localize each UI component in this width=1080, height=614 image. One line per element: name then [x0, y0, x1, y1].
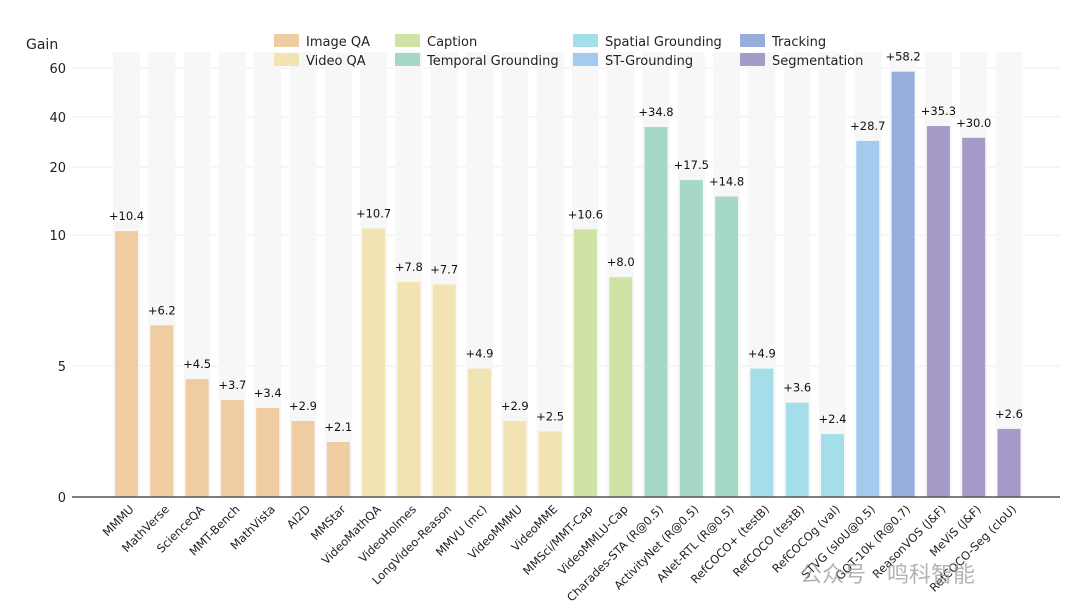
x-tick-label-ai2d: AI2D	[284, 502, 313, 531]
data-label-mmmu: +10.4	[109, 209, 144, 223]
data-label-refcoco-testb: +3.6	[783, 381, 811, 395]
category-band	[995, 52, 1023, 497]
data-label-mmsci-mmt-cap: +10.6	[568, 207, 603, 221]
data-label-activitynet-r-0-5: +17.5	[674, 158, 709, 172]
y-tick-label-0: 0	[58, 491, 66, 506]
category-band	[536, 52, 564, 497]
data-label-scienceqa: +4.5	[183, 357, 211, 371]
data-label-videommmu: +2.9	[501, 399, 529, 413]
data-label-stvg-siou-0-5: +28.7	[850, 119, 885, 133]
data-label-reasonvos-j-f: +35.3	[921, 104, 956, 118]
legend: Image QA Video QA Caption Temporal Groundin…	[274, 34, 863, 69]
legend-swatch-video-qa	[274, 53, 299, 66]
data-label-refcoco-testb: +4.9	[748, 347, 776, 361]
category-band	[819, 52, 846, 497]
category-bands	[113, 52, 1023, 497]
bar-videomme	[538, 431, 562, 497]
legend-label-temporal-grounding: Temporal Grounding	[426, 54, 559, 69]
y-tick-label-20: 20	[49, 161, 66, 176]
watermark: 公众号 · 鸣科智能	[800, 563, 975, 588]
bar-mathvista	[256, 407, 280, 497]
category-band	[324, 52, 352, 497]
data-label-ai2d: +2.9	[289, 399, 317, 413]
data-label-anet-rtl-r-0-5: +14.8	[709, 175, 744, 189]
y-axis: 0 5 10 20 40 60	[49, 62, 66, 506]
data-label-mmt-bench: +3.7	[218, 378, 246, 392]
bars	[115, 71, 1021, 498]
bar-got-10k-r-0-7	[891, 71, 915, 497]
legend-swatch-segmentation	[740, 53, 765, 66]
y-tick-label-10: 10	[49, 229, 66, 244]
legend-label-tracking: Tracking	[771, 35, 826, 50]
bar-mmmu	[115, 231, 138, 497]
data-label-charades-sta-r-0-5: +34.8	[638, 105, 673, 119]
data-label-videommlu-cap: +8.0	[607, 255, 635, 269]
y-tick-label-60: 60	[49, 62, 66, 77]
data-labels: +10.4 +6.2 +4.5 +3.7 +3.4 +2.9 +2.1 +10.7 +7.8 +7…	[109, 50, 1023, 434]
legend-swatch-temporal-grounding	[395, 53, 420, 66]
legend-swatch-st-grounding	[573, 53, 598, 66]
legend-label-st-grounding: ST-Grounding	[605, 54, 693, 69]
data-label-mevis-j-f: +30.0	[956, 116, 991, 130]
legend-swatch-image-qa	[274, 34, 299, 47]
legend-swatch-spatial-grounding	[573, 34, 598, 47]
bar-mmt-bench	[220, 400, 244, 497]
bar-refcoco-seg-ciou	[997, 428, 1021, 497]
legend-label-caption: Caption	[427, 35, 477, 50]
bar-videomathqa	[362, 228, 386, 497]
data-label-got-10k-r-0-7: +58.2	[885, 50, 920, 64]
y-tick-label-40: 40	[49, 111, 66, 126]
legend-label-video-qa: Video QA	[306, 54, 366, 69]
bar-stvg-siou-0-5	[856, 140, 880, 498]
bar-longvideo-reason	[432, 284, 456, 497]
y-tick-label-5: 5	[58, 360, 66, 375]
data-label-longvideo-reason: +7.7	[430, 262, 458, 276]
bar-scienceqa	[185, 379, 209, 497]
bar-anet-rtl-r-0-5	[715, 196, 739, 497]
data-label-mathverse: +6.2	[148, 303, 176, 317]
data-label-videoholmes: +7.8	[395, 260, 423, 274]
bar-reasonvos-j-f	[926, 126, 950, 497]
legend-swatch-tracking	[740, 34, 765, 47]
bar-refcoco-testb	[750, 368, 774, 497]
bar-mathverse	[150, 325, 174, 497]
bar-activitynet-r-0-5	[679, 180, 703, 498]
legend-swatch-caption	[395, 34, 420, 47]
bar-refcocog-val	[821, 434, 844, 497]
legend-label-segmentation: Segmentation	[772, 54, 863, 69]
bar-mmsci-mmt-cap	[573, 229, 597, 497]
bar-charades-sta-r-0-5	[644, 127, 668, 498]
bar-mmstar	[326, 441, 350, 497]
bar-refcoco-testb	[785, 402, 809, 497]
data-label-videomathqa: +10.7	[356, 206, 391, 220]
bar-mevis-j-f	[962, 137, 986, 497]
bar-mmvu-mc	[468, 368, 491, 497]
y-axis-label: Gain	[26, 37, 58, 53]
data-label-mmstar: +2.1	[324, 420, 352, 434]
legend-label-image-qa: Image QA	[306, 35, 370, 50]
data-label-videomme: +2.5	[536, 410, 564, 424]
data-label-refcoco-seg-ciou: +2.6	[995, 407, 1023, 421]
data-label-mmvu-mc: +4.9	[466, 347, 494, 361]
data-label-refcocog-val: +2.4	[819, 412, 847, 426]
legend-label-spatial-grounding: Spatial Grounding	[605, 35, 722, 50]
data-label-mathvista: +3.4	[254, 386, 282, 400]
bar-videommlu-cap	[609, 277, 633, 497]
bar-ai2d	[291, 421, 315, 497]
bar-videommmu	[503, 421, 527, 497]
x-axis-tick-labels: MMMUMathVerseScienceQAMMT-BenchMathVista…	[100, 502, 1019, 604]
bar-videoholmes	[397, 281, 421, 497]
